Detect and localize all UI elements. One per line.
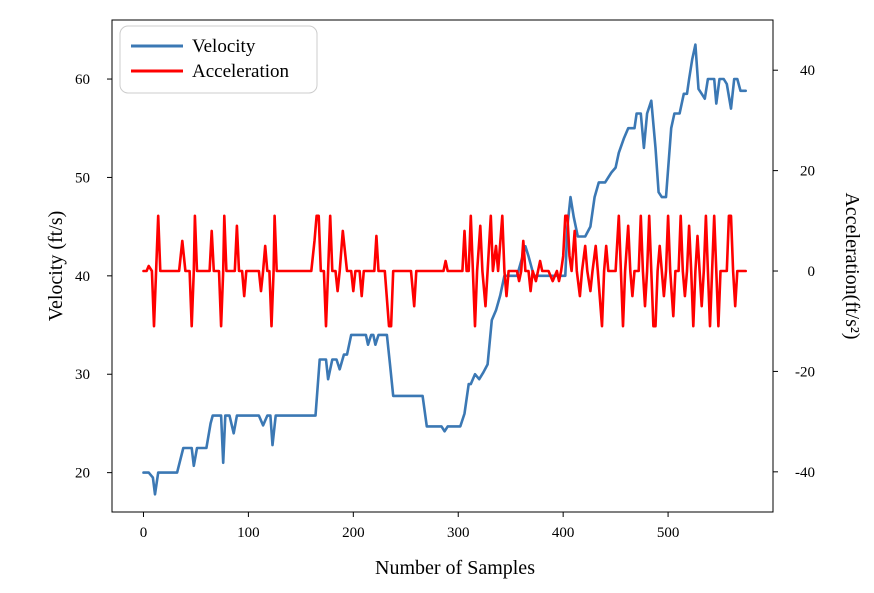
y-tick-label-left: 40 [75,269,90,285]
legend-box [119,25,318,94]
y-tick-label-left: 60 [75,72,90,88]
y-tick-label-right: -20 [795,364,815,380]
y-axis-title-right: Acceleration(ft/s²) [841,192,863,339]
legend: Velocity Acceleration [119,25,318,94]
series-line-velocity [142,43,747,496]
x-tick-label: 500 [657,525,680,541]
x-tick-label: 300 [447,525,470,541]
legend-label-acceleration: Acceleration [192,61,290,82]
y-tick-label-right: 0 [808,264,816,280]
series-layer [142,43,747,496]
legend-label-velocity: Velocity [192,36,256,57]
plot-frame [111,19,774,513]
y-tick-label-left: 20 [75,466,90,482]
y-tick-label-left: 50 [75,170,90,186]
ticks-layer: 0 100 200 300 400 500 20 30 40 50 60 -40 -20 0 20 40 [75,63,815,541]
x-tick-label: 0 [140,525,148,541]
x-tick-label: 200 [342,525,365,541]
y-tick-label-right: 40 [800,63,815,79]
y-axis-title-left: Velocity (ft/s) [45,211,67,322]
x-tick-label: 100 [237,525,260,541]
x-axis-title: Number of Samples [375,557,535,579]
y-tick-label-right: -40 [795,465,815,481]
y-tick-label-left: 30 [75,367,90,383]
series-line-acceleration [142,214,747,328]
y-tick-label-right: 20 [800,164,815,180]
x-tick-label: 400 [552,525,575,541]
